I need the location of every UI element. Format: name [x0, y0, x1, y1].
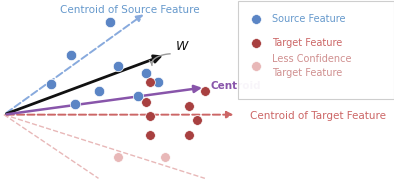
Text: Centroid of Target Feature: Centroid of Target Feature — [250, 111, 386, 120]
Text: Centroid of Source Feature: Centroid of Source Feature — [60, 5, 200, 15]
Text: Centroid: Centroid — [211, 82, 261, 91]
FancyBboxPatch shape — [238, 1, 394, 99]
Text: Target Feature: Target Feature — [272, 68, 342, 78]
Text: Target Feature: Target Feature — [272, 38, 342, 48]
Text: $\mathbf{\mathit{W}}$: $\mathbf{\mathit{W}}$ — [175, 40, 190, 53]
Text: Source Feature: Source Feature — [272, 14, 346, 24]
Text: Less Confidence: Less Confidence — [272, 54, 351, 64]
